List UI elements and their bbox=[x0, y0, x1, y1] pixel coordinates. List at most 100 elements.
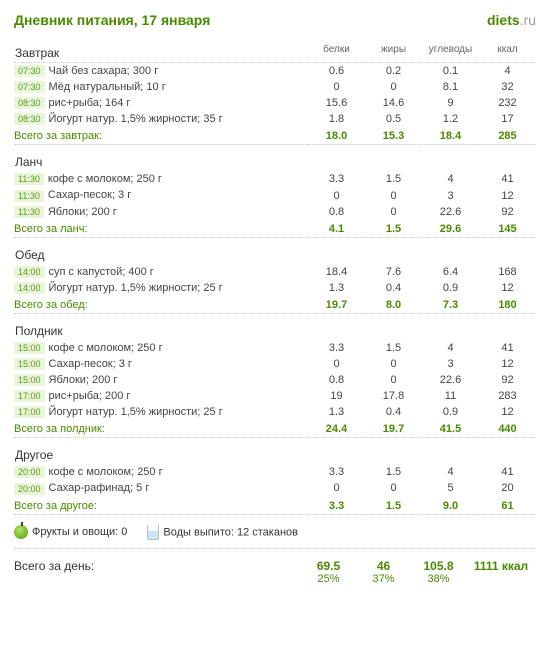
food-row: 11:30Яблоки; 200 г 0.8 0 22.6 92 bbox=[14, 204, 536, 220]
val-carb: 22.6 bbox=[422, 372, 479, 388]
food-row: 15:00кофе с молоком; 250 г 3.3 1.5 4 41 bbox=[14, 340, 536, 356]
meal-title: Другое bbox=[14, 438, 308, 465]
col-protein: белки bbox=[308, 36, 365, 63]
val-kcal: 12 bbox=[479, 404, 536, 420]
food-row: 15:00Сахар-песок; 3 г 0 0 3 12 bbox=[14, 356, 536, 372]
val-fat: 0.4 bbox=[365, 280, 422, 296]
val-fat: 14.6 bbox=[365, 95, 422, 111]
meal-total-protein: 4.1 bbox=[308, 220, 365, 238]
val-kcal: 20 bbox=[479, 480, 536, 496]
val-kcal: 17 bbox=[479, 111, 536, 127]
meal-total-protein: 19.7 bbox=[308, 296, 365, 314]
food-row: 17:00Йогурт натур. 1,5% жирности; 25 г 1… bbox=[14, 404, 536, 420]
val-fat: 0 bbox=[365, 204, 422, 220]
food-row: 08:30рис+рыба; 164 г 15.6 14.6 9 232 bbox=[14, 95, 536, 111]
val-carb: 4 bbox=[422, 464, 479, 480]
page-title: Дневник питания, 17 января bbox=[14, 12, 210, 28]
meal-title: Обед bbox=[14, 237, 308, 264]
food-row: 17:00рис+рыба; 200 г 19 17.8 11 283 bbox=[14, 388, 536, 404]
val-kcal: 168 bbox=[479, 264, 536, 280]
col-kcal: ккал bbox=[479, 36, 536, 63]
meal-total: Всего за другое: 3.3 1.5 9.0 61 bbox=[14, 497, 536, 515]
val-fat: 7.6 bbox=[365, 264, 422, 280]
day-kcal-pct bbox=[466, 573, 536, 585]
val-kcal: 41 bbox=[479, 340, 536, 356]
val-carb: 4 bbox=[422, 171, 479, 187]
food-name: Йогурт натур. 1,5% жирности; 25 г bbox=[49, 406, 223, 418]
val-carb: 22.6 bbox=[422, 204, 479, 220]
val-protein: 1.8 bbox=[308, 111, 365, 127]
day-kcal: 1111 ккал bbox=[466, 559, 536, 573]
day-protein: 69.5 bbox=[301, 559, 356, 573]
food-name: Йогурт натур. 1,5% жирности; 25 г bbox=[49, 282, 223, 294]
food-row: 20:00кофе с молоком; 250 г 3.3 1.5 4 41 bbox=[14, 464, 536, 480]
val-kcal: 4 bbox=[479, 63, 536, 80]
brand-suffix: .ru bbox=[520, 12, 536, 28]
food-row: 15:00Яблоки; 200 г 0.8 0 22.6 92 bbox=[14, 372, 536, 388]
meal-total-kcal: 180 bbox=[479, 296, 536, 314]
val-protein: 1.3 bbox=[308, 404, 365, 420]
val-kcal: 232 bbox=[479, 95, 536, 111]
time-badge: 14:00 bbox=[14, 266, 45, 278]
val-protein: 18.4 bbox=[308, 264, 365, 280]
val-kcal: 283 bbox=[479, 388, 536, 404]
time-badge: 07:30 bbox=[14, 65, 45, 77]
time-badge: 11:30 bbox=[14, 173, 44, 185]
val-carb: 0.9 bbox=[422, 280, 479, 296]
meal-total-carb: 29.6 bbox=[422, 220, 479, 238]
val-fat: 0 bbox=[365, 480, 422, 496]
meal-total-fat: 1.5 bbox=[365, 220, 422, 238]
food-name: Яблоки; 200 г bbox=[48, 206, 117, 218]
meal-total: Всего за завтрак: 18.0 15.3 18.4 285 bbox=[14, 127, 536, 145]
meal-total-fat: 8.0 bbox=[365, 296, 422, 314]
meal-title: Завтрак bbox=[14, 36, 308, 63]
val-carb: 3 bbox=[422, 356, 479, 372]
meal-total-carb: 7.3 bbox=[422, 296, 479, 314]
time-badge: 20:00 bbox=[14, 466, 45, 478]
meal-total-label: Всего за полдник: bbox=[14, 420, 308, 438]
val-fat: 1.5 bbox=[365, 171, 422, 187]
meal-total: Всего за полдник: 24.4 19.7 41.5 440 bbox=[14, 420, 536, 438]
meal-title: Ланч bbox=[14, 145, 308, 172]
val-kcal: 41 bbox=[479, 171, 536, 187]
val-protein: 0 bbox=[308, 79, 365, 95]
val-fat: 0.2 bbox=[365, 63, 422, 80]
time-badge: 14:00 bbox=[14, 282, 45, 294]
fruits-block: Фрукты и овощи: 0 bbox=[14, 525, 127, 539]
brand-prefix: diets bbox=[487, 12, 520, 28]
brand: diets.ru bbox=[487, 12, 536, 28]
food-row: 20:00Сахар-рафинад; 5 г 0 0 5 20 bbox=[14, 480, 536, 496]
val-kcal: 12 bbox=[479, 280, 536, 296]
val-kcal: 32 bbox=[479, 79, 536, 95]
meal-total-fat: 19.7 bbox=[365, 420, 422, 438]
val-carb: 1.2 bbox=[422, 111, 479, 127]
food-row: 11:30Сахар-песок; 3 г 0 0 3 12 bbox=[14, 187, 536, 203]
meal-total-protein: 24.4 bbox=[308, 420, 365, 438]
food-name: суп с капустой; 400 г bbox=[49, 266, 154, 278]
val-carb: 0.1 bbox=[422, 63, 479, 80]
val-carb: 8.1 bbox=[422, 79, 479, 95]
val-protein: 0.8 bbox=[308, 372, 365, 388]
val-carb: 0.9 bbox=[422, 404, 479, 420]
val-protein: 3.3 bbox=[308, 171, 365, 187]
day-carb: 105.8 bbox=[411, 559, 466, 573]
food-row: 14:00суп с капустой; 400 г 18.4 7.6 6.4 … bbox=[14, 264, 536, 280]
meal-title: Полдник bbox=[14, 313, 308, 340]
val-protein: 0.6 bbox=[308, 63, 365, 80]
val-protein: 3.3 bbox=[308, 340, 365, 356]
col-fat: жиры bbox=[365, 36, 422, 63]
water-label: Воды выпито: 12 стаканов bbox=[163, 526, 298, 538]
val-carb: 3 bbox=[422, 187, 479, 203]
day-total: Всего за день: 69.5 46 105.8 1111 ккал 2… bbox=[14, 549, 536, 585]
val-protein: 0.8 bbox=[308, 204, 365, 220]
meal-total: Всего за обед: 19.7 8.0 7.3 180 bbox=[14, 296, 536, 314]
day-protein-pct: 25% bbox=[301, 573, 356, 585]
val-protein: 19 bbox=[308, 388, 365, 404]
meal-total-kcal: 285 bbox=[479, 127, 536, 145]
food-name: рис+рыба; 164 г bbox=[49, 97, 131, 109]
val-fat: 0 bbox=[365, 79, 422, 95]
val-protein: 15.6 bbox=[308, 95, 365, 111]
food-name: кофе с молоком; 250 г bbox=[49, 342, 163, 354]
val-carb: 4 bbox=[422, 340, 479, 356]
val-kcal: 92 bbox=[479, 372, 536, 388]
